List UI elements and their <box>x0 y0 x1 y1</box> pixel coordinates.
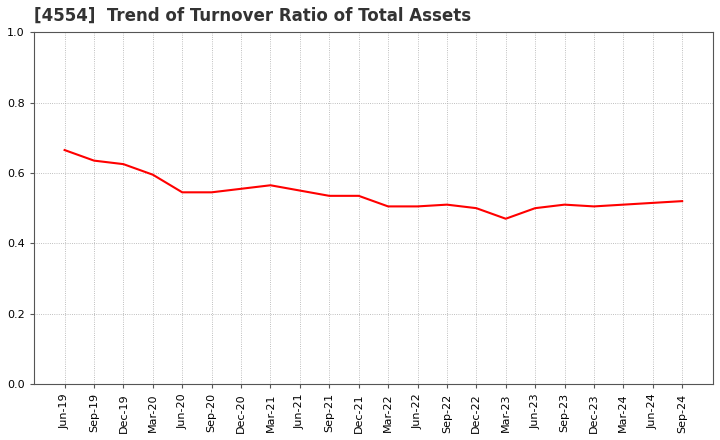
Text: [4554]  Trend of Turnover Ratio of Total Assets: [4554] Trend of Turnover Ratio of Total … <box>34 7 471 25</box>
